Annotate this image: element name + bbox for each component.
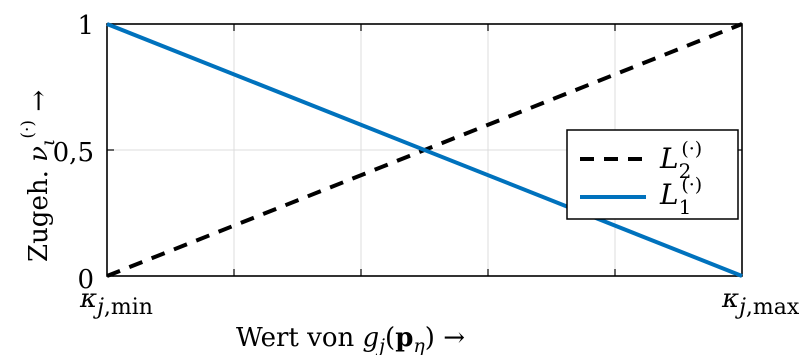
legend: L2(·) L1(·) — [566, 129, 739, 220]
y-tick-label-0: 0 — [77, 265, 94, 295]
y-tick-label-1: 1 — [77, 11, 94, 41]
legend-box — [566, 129, 739, 220]
series-L1-solid-line — [106, 22, 743, 278]
y-tick-label-0-5: 0,5 — [53, 138, 94, 168]
x-axis-label: Wert von gj(pη) → — [236, 323, 465, 355]
y-axis-label: Zugeh. νι(·) → — [18, 90, 59, 262]
x-tick-label-kappa-min: κj,min — [79, 284, 153, 320]
x-tick-label-kappa-max: κj,max — [721, 284, 800, 320]
